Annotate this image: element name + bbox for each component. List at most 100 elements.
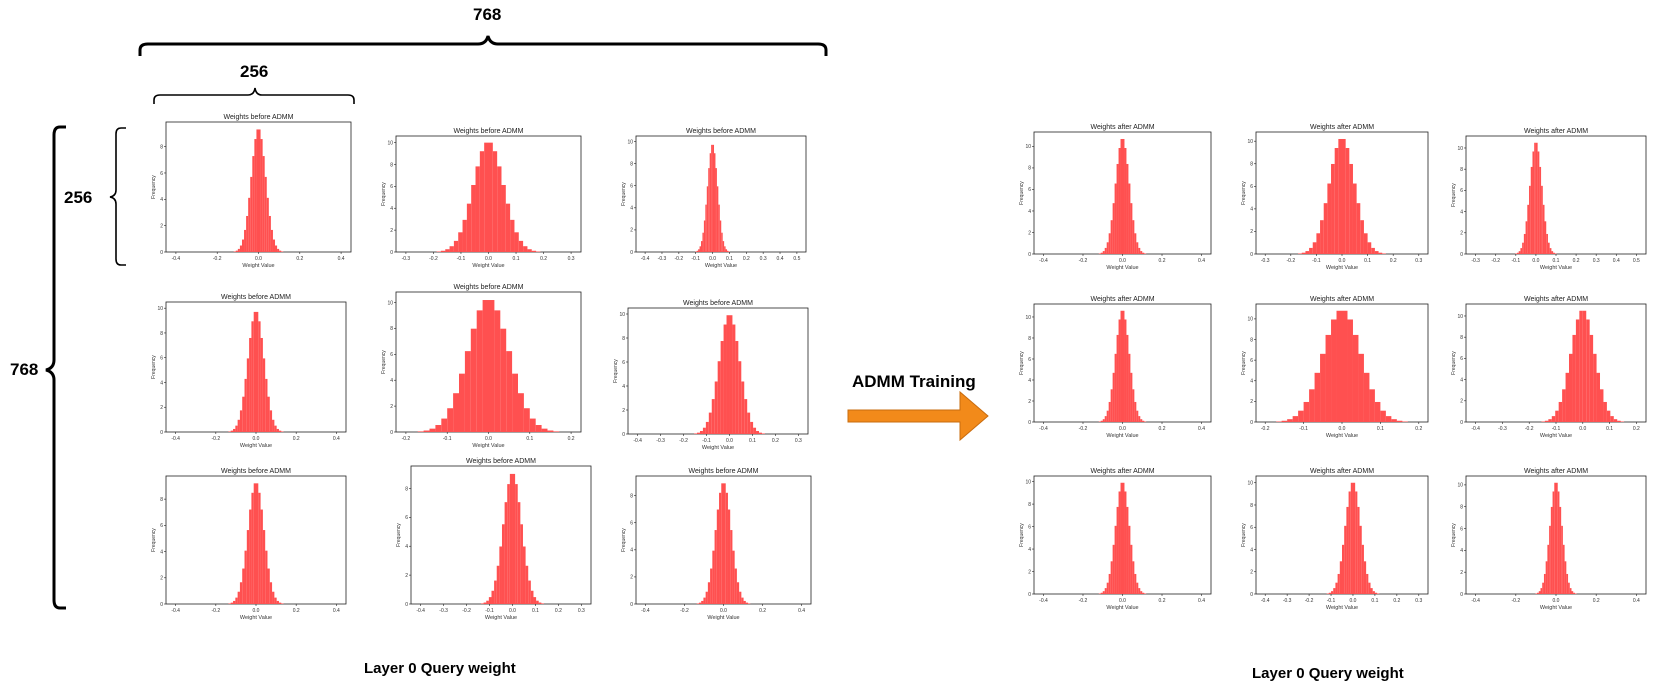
histogram-bar (732, 324, 736, 434)
histogram-bar (233, 600, 236, 604)
x-tick-label: 0.1 (526, 436, 533, 442)
x-tick-label: -0.2 (679, 438, 688, 444)
y-tick-label: 2 (1250, 229, 1253, 235)
histogram-bar (1116, 506, 1119, 594)
histogram-bar (1543, 573, 1546, 594)
histogram-bar (1110, 561, 1113, 594)
histogram-bar (269, 410, 273, 432)
y-axis-label: Frequency (1241, 181, 1247, 205)
histogram-bar (1134, 401, 1137, 422)
y-tick-label: 2 (1028, 569, 1031, 575)
histogram-bar (488, 300, 495, 432)
histogram-bar (1538, 591, 1541, 594)
histogram-bar (698, 249, 700, 252)
x-tick-label: -0.2 (1079, 258, 1088, 264)
histogram-bar (1102, 591, 1105, 594)
histogram-bar (1541, 185, 1543, 254)
histogram-bar (281, 603, 284, 604)
histogram-bar (1402, 421, 1408, 422)
histogram-bar (423, 430, 430, 432)
x-tick-label: -0.2 (1079, 598, 1088, 604)
y-tick-label: 10 (1025, 479, 1031, 485)
axes-frame (1465, 303, 1647, 423)
histogram-bar (248, 197, 251, 252)
y-tick-label: 6 (622, 360, 625, 366)
histogram-bar (256, 483, 259, 604)
histogram-bar (748, 603, 751, 604)
histogram-bar (470, 328, 477, 432)
y-tick-label: 0 (390, 430, 393, 436)
histogram-bar (1128, 183, 1131, 254)
histogram-bar (1346, 506, 1349, 594)
after-histogram-3: Weights after ADMM -0.3 -0.2 -0.1 0.0 0.1 0.2 0… (1451, 128, 1647, 271)
histogram-bar (1569, 588, 1572, 594)
x-tick-label: -0.4 (1039, 598, 1048, 604)
histogram-bar (1345, 148, 1350, 254)
histogram-bar (1108, 233, 1111, 254)
before-histogram-8: Weights before ADMM -0.4 -0.3 -0.2 -0.1 0.0 0.… (396, 458, 592, 621)
x-tick-label: 0.4 (333, 608, 340, 614)
top-inner-dimension-label: 256 (240, 62, 269, 81)
histogram-bar (1374, 592, 1378, 594)
histogram-bar (270, 229, 273, 252)
x-tick-label: 0.4 (1633, 598, 1640, 604)
histogram-bar (435, 425, 442, 432)
histogram-bar (697, 432, 700, 434)
histogram-bar (1366, 573, 1369, 594)
panel-title: Weights before ADMM (221, 468, 291, 475)
histogram-bar (1136, 582, 1139, 594)
histogram-bar (1593, 353, 1597, 422)
histogram-bar (239, 582, 243, 604)
y-tick-label: 0 (1460, 252, 1463, 258)
histogram-bar (464, 351, 471, 432)
histogram-bar (741, 381, 745, 434)
histogram-bar (702, 427, 706, 434)
histogram-bar (705, 421, 709, 434)
histogram-bar (235, 250, 238, 252)
histogram-bar (246, 358, 250, 432)
histogram-bar (256, 311, 259, 432)
x-tick-label: -0.3 (656, 438, 665, 444)
y-tick-label: 0 (1250, 420, 1253, 426)
histogram-bar (1122, 310, 1125, 422)
histogram-bar (239, 410, 243, 432)
histogram-bar (262, 530, 266, 604)
x-axis-label: Weight Value (1326, 265, 1358, 271)
panel-title: Weights after ADMM (1090, 124, 1154, 131)
histogram-bar (723, 324, 727, 434)
histogram-bar (262, 358, 266, 432)
y-tick-label: 8 (1250, 503, 1253, 509)
x-tick-label: 0.2 (293, 436, 300, 442)
histogram-bar (1370, 588, 1373, 594)
histogram-bar (1537, 151, 1540, 254)
histogram-bar (703, 597, 706, 604)
histogram-bar (1140, 419, 1143, 422)
x-axis-label: Weight Value (1106, 433, 1138, 439)
histogram-bar (486, 600, 489, 604)
y-tick-label: 10 (619, 312, 625, 318)
x-tick-label: 0.3 (1415, 258, 1422, 264)
y-tick-label: 4 (1460, 209, 1463, 215)
histogram-bar (1532, 151, 1535, 254)
y-tick-label: 8 (1460, 505, 1463, 511)
histogram-bar (719, 492, 722, 604)
y-axis-label: Frequency (621, 528, 627, 552)
histogram-bar (279, 250, 282, 252)
x-tick-label: 0.4 (338, 256, 345, 262)
histogram-bar (1114, 353, 1117, 422)
x-tick-label: -0.2 (212, 608, 221, 614)
y-tick-label: 4 (390, 206, 393, 212)
y-tick-label: 0 (160, 430, 163, 436)
histogram-bar (492, 151, 498, 252)
histogram-bar (233, 251, 236, 252)
x-tick-label: 0.1 (1377, 426, 1384, 432)
x-tick-label: 0.3 (1415, 598, 1422, 604)
histogram-bar (716, 186, 719, 252)
x-tick-label: 0.0 (253, 436, 260, 442)
histogram-bar (1551, 416, 1556, 422)
x-axis-label: Weight Value (1326, 433, 1358, 439)
y-tick-label: 2 (160, 576, 163, 582)
histogram-bar (1545, 561, 1548, 594)
histogram-bar (541, 428, 548, 432)
histogram-bar (1305, 251, 1310, 254)
